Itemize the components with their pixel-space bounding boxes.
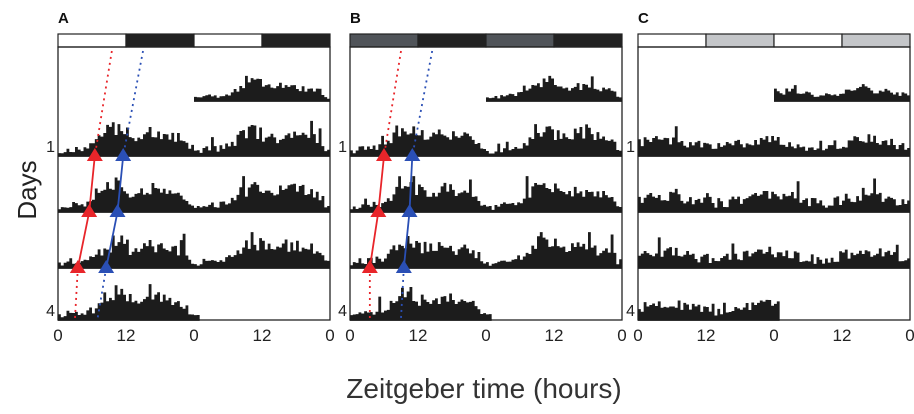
x-tick-label: 0 [325,326,334,345]
blue-onset-marker [401,204,418,217]
activity-row [58,176,330,213]
activity-bars [638,178,910,212]
condition-bar-segment-dark-bar [417,33,487,48]
activity-row [58,232,330,269]
blue-onset-marker [404,148,421,161]
red-onset-marker [376,148,392,161]
red-onset-group [69,50,113,319]
activity-bars [486,75,622,101]
condition-bar-segment-dim-light [349,33,419,48]
panel-letter: C [638,10,649,27]
x-tick-label: 12 [833,326,852,345]
condition-bar-segment-light [193,33,263,48]
red-extrapolation-lower [74,267,79,319]
activity-row [58,284,200,321]
panel-a: A 1 4 0 12 0 12 0 [46,10,335,345]
day-label: 4 [46,303,55,320]
y-axis-label: Days [12,160,42,219]
day-label: 4 [626,303,635,320]
activity-row [350,124,622,157]
condition-bar-segment-light [637,33,707,48]
panel-c: C 1 4 0 12 0 12 0 [626,10,914,345]
activity-bars [774,84,910,101]
activity-row [486,75,622,102]
activity-bars [194,75,330,101]
x-tick-label: 12 [253,326,272,345]
x-tick-label: 0 [769,326,778,345]
condition-bar-segment-subjective-light [705,33,775,48]
x-tick-label: 0 [905,326,914,345]
condition-bar-segment-light [57,33,127,48]
activity-row [638,178,910,213]
condition-bar-segment-dim-light [485,33,555,48]
plot-frame [349,46,623,321]
red-onset-marker [86,148,103,161]
blue-extrapolation-lower [400,267,405,319]
x-tick-label: 0 [617,326,626,345]
red-onset-group [361,50,402,318]
panel-letter: B [350,10,361,27]
day-label: 1 [338,139,347,156]
condition-bar-segment-dark [261,33,331,48]
activity-row [350,232,622,269]
activity-row [58,120,330,157]
activity-bars [58,120,330,156]
blue-extrapolation-lower [96,267,108,319]
x-axis-label: Zeitgeber time (hours) [346,373,621,404]
red-onset-marker [69,260,86,273]
activity-row [638,126,910,157]
x-tick-label: 0 [53,326,62,345]
activity-bars [350,232,622,268]
x-tick-label: 0 [633,326,642,345]
red-onset-marker [81,204,98,217]
activity-row [194,75,330,102]
blue-onset-marker [98,260,115,273]
x-tick-label: 12 [697,326,716,345]
activity-row [638,237,910,269]
activity-row [638,299,780,321]
panel-b: B 1 4 0 12 0 12 0 [338,10,627,345]
day-label: 4 [338,303,347,320]
activity-bars [638,299,780,320]
activity-row [774,84,910,102]
activity-bars [58,284,200,320]
x-tick-label: 0 [189,326,198,345]
x-tick-label: 0 [481,326,490,345]
condition-bar-segment-dark-bar [553,33,623,48]
activity-bars [350,124,622,156]
blue-onset-marker [115,148,132,161]
red-onset-marker [361,260,378,273]
activity-bars [350,176,622,212]
day-label: 1 [626,139,635,156]
condition-bar-segment-light [773,33,843,48]
activity-bars [638,126,910,156]
activity-bars [350,286,492,320]
condition-bar-segment-dark [125,33,195,48]
x-tick-label: 12 [545,326,564,345]
blue-onset-group [395,50,434,319]
day-label: 1 [46,139,55,156]
condition-bar-segment-subjective-light [841,33,911,48]
panel-letter: A [58,10,69,27]
x-tick-label: 12 [409,326,428,345]
x-tick-label: 12 [117,326,136,345]
x-tick-label: 0 [345,326,354,345]
activity-row [350,176,622,213]
activity-row [350,286,492,321]
blue-onset-group [96,50,144,319]
activity-bars [58,232,330,268]
blue-onset-marker [109,204,126,217]
blue-onset-marker [395,260,412,273]
red-onset-marker [370,204,387,217]
activity-bars [58,176,330,212]
activity-bars [638,237,910,268]
